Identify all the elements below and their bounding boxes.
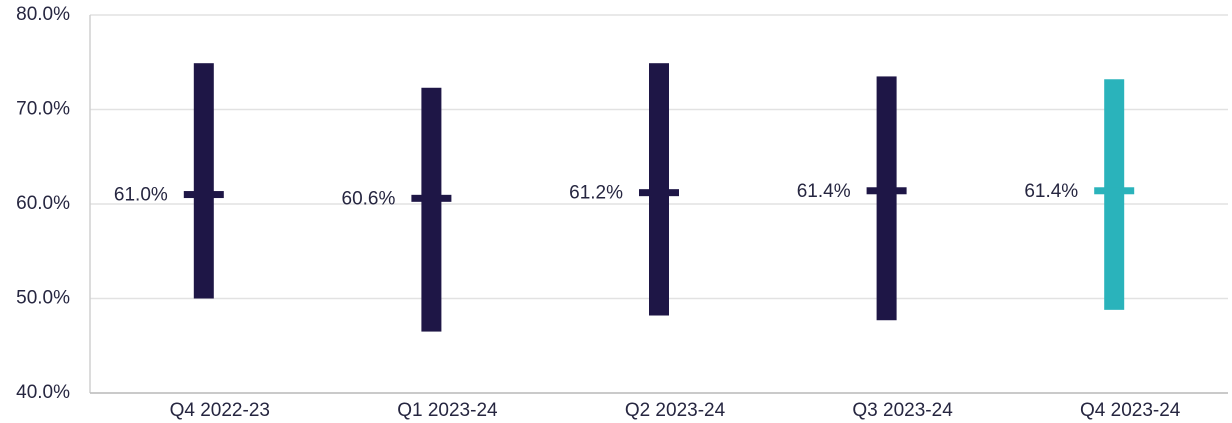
range-bar: [193, 63, 214, 299]
x-tick-label: Q3 2023-24: [852, 400, 953, 421]
y-tick-label: 80.0%: [16, 4, 70, 25]
range-bar: [421, 87, 442, 332]
x-tick-label: Q2 2023-24: [625, 400, 726, 421]
y-tick-label: 60.0%: [16, 193, 70, 214]
y-tick-label: 50.0%: [16, 288, 70, 309]
x-tick-label: Q1 2023-24: [397, 400, 498, 421]
value-label: 61.0%: [114, 185, 168, 206]
value-label: 61.2%: [569, 183, 623, 204]
value-label: 61.4%: [797, 181, 851, 202]
median-tick: [866, 187, 907, 195]
x-tick-label: Q4 2022-23: [170, 400, 270, 421]
median-tick: [411, 194, 452, 202]
y-tick-label: 40.0%: [16, 382, 70, 403]
median-tick: [639, 189, 679, 197]
range-bar: [1104, 79, 1125, 310]
x-tick-label: Q4 2023-24: [1080, 400, 1181, 421]
median-tick: [183, 191, 224, 199]
median-tick: [1094, 187, 1135, 195]
range-bar: [876, 76, 897, 321]
value-label: 60.6%: [342, 188, 396, 209]
y-tick-label: 70.0%: [16, 99, 70, 120]
value-label: 61.4%: [1024, 181, 1078, 202]
